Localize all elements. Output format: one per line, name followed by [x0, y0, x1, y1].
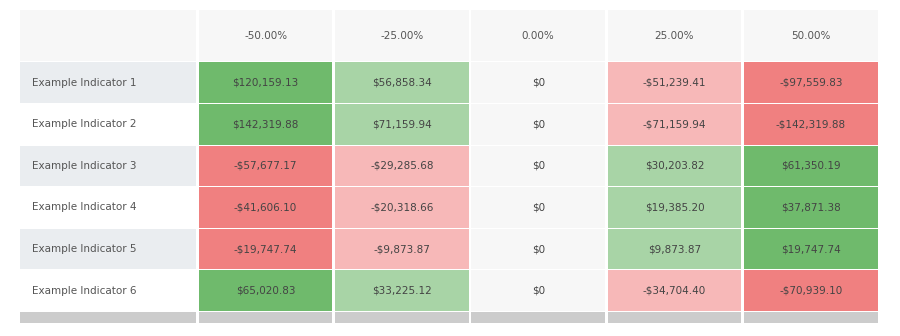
Bar [335, 104, 469, 144]
Text: $142,319.88: $142,319.88 [232, 119, 299, 129]
Bar [335, 270, 469, 311]
Text: 25.00%: 25.00% [654, 31, 694, 41]
Text: $37,871.38: $37,871.38 [781, 203, 841, 212]
Text: -$71,159.94: -$71,159.94 [643, 119, 707, 129]
Bar [608, 270, 742, 311]
Text: -$51,239.41: -$51,239.41 [643, 78, 707, 88]
Bar [744, 187, 878, 228]
Bar [744, 10, 878, 61]
Bar [20, 229, 196, 269]
Bar [608, 104, 742, 144]
Bar [199, 270, 332, 311]
Bar [199, 229, 332, 269]
Text: $0: $0 [532, 78, 544, 88]
Bar [335, 312, 469, 323]
Text: Example Indicator 4: Example Indicator 4 [32, 203, 137, 212]
Bar [608, 312, 742, 323]
Bar [20, 145, 196, 186]
Text: $61,350.19: $61,350.19 [781, 161, 841, 171]
Text: $19,385.20: $19,385.20 [644, 203, 705, 212]
Bar [20, 62, 196, 103]
Bar [335, 145, 469, 186]
Bar [20, 10, 196, 61]
Text: -$97,559.83: -$97,559.83 [779, 78, 842, 88]
Text: -$57,677.17: -$57,677.17 [234, 161, 297, 171]
Text: $30,203.82: $30,203.82 [644, 161, 704, 171]
Text: $0: $0 [532, 244, 544, 254]
Bar [744, 270, 878, 311]
Text: $19,747.74: $19,747.74 [781, 244, 841, 254]
Text: -$9,873.87: -$9,873.87 [374, 244, 430, 254]
Bar [472, 10, 605, 61]
Bar [472, 229, 605, 269]
Bar [335, 187, 469, 228]
Bar [20, 270, 196, 311]
Bar [608, 187, 742, 228]
Text: -$29,285.68: -$29,285.68 [370, 161, 434, 171]
Text: 0.00%: 0.00% [522, 31, 554, 41]
Text: $65,020.83: $65,020.83 [236, 286, 295, 296]
Bar [20, 187, 196, 228]
Text: Example Indicator 3: Example Indicator 3 [32, 161, 137, 171]
Text: Example Indicator 2: Example Indicator 2 [32, 119, 137, 129]
Bar [744, 312, 878, 323]
Bar [199, 10, 332, 61]
Text: -50.00%: -50.00% [244, 31, 287, 41]
Bar [608, 229, 742, 269]
Bar [744, 145, 878, 186]
Text: $0: $0 [532, 286, 544, 296]
Bar [199, 312, 332, 323]
Text: -$19,747.74: -$19,747.74 [234, 244, 297, 254]
Text: Example Indicator 1: Example Indicator 1 [32, 78, 137, 88]
Text: -$41,606.10: -$41,606.10 [234, 203, 297, 212]
Text: $9,873.87: $9,873.87 [648, 244, 701, 254]
Bar [472, 62, 605, 103]
Text: -25.00%: -25.00% [381, 31, 424, 41]
Bar [20, 104, 196, 144]
Bar [20, 312, 196, 323]
Text: $0: $0 [532, 203, 544, 212]
Bar [744, 104, 878, 144]
Bar [472, 145, 605, 186]
Bar [335, 229, 469, 269]
Text: $56,858.34: $56,858.34 [372, 78, 432, 88]
Bar [199, 145, 332, 186]
Text: -$20,318.66: -$20,318.66 [370, 203, 434, 212]
Text: 50.00%: 50.00% [791, 31, 831, 41]
Bar [199, 62, 332, 103]
Text: Example Indicator 6: Example Indicator 6 [32, 286, 137, 296]
Bar [744, 62, 878, 103]
Text: -$34,704.40: -$34,704.40 [643, 286, 707, 296]
Bar [335, 62, 469, 103]
Bar [472, 312, 605, 323]
Text: $33,225.12: $33,225.12 [372, 286, 432, 296]
Text: $0: $0 [532, 119, 544, 129]
Text: Example Indicator 5: Example Indicator 5 [32, 244, 137, 254]
Text: $120,159.13: $120,159.13 [232, 78, 299, 88]
Bar [608, 10, 742, 61]
Bar [472, 187, 605, 228]
Bar [199, 104, 332, 144]
Bar [472, 270, 605, 311]
Text: -$70,939.10: -$70,939.10 [779, 286, 842, 296]
Bar [608, 62, 742, 103]
Bar [199, 187, 332, 228]
Text: $0: $0 [532, 161, 544, 171]
Text: -$142,319.88: -$142,319.88 [776, 119, 846, 129]
Text: $71,159.94: $71,159.94 [372, 119, 432, 129]
Bar [472, 104, 605, 144]
Bar [335, 10, 469, 61]
Bar [608, 145, 742, 186]
Bar [744, 229, 878, 269]
